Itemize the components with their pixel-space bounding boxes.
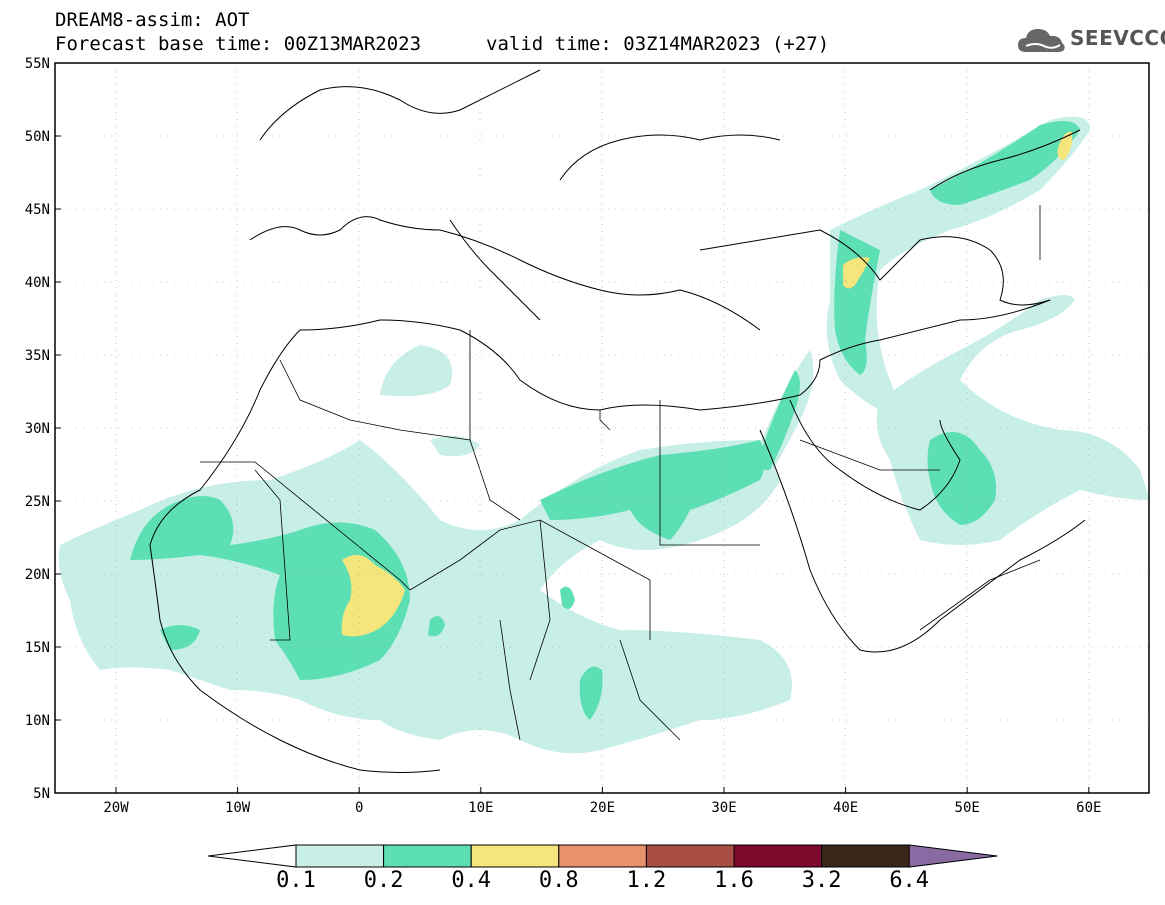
lat-label: 40N [25,275,50,291]
colorbar-label: 0.4 [451,868,492,893]
colorbar-label: 3.2 [801,868,842,893]
lat-label: 15N [25,640,50,656]
dust-layer-high [341,131,1073,637]
colorbar-label: 6.4 [889,868,930,893]
lat-label: 50N [25,129,50,145]
colorbar-under-arrow [207,844,297,868]
lon-label: 60E [1076,800,1101,816]
seevccc-logo: SEEVCCC [1016,22,1165,58]
lon-label: 10W [225,800,251,816]
colorbar-swatch [645,844,735,868]
colorbar-over-arrow [908,844,998,868]
colorbar-swatch [733,844,823,868]
lon-label: 50E [955,800,980,816]
lon-label: 20W [103,800,129,816]
graticule [55,63,1149,793]
colorbar-label: 0.2 [363,868,404,893]
chart-title: DREAM8-assim: AOT [55,9,250,31]
lon-label: 30E [711,800,736,816]
colorbar-swatch [295,844,385,868]
colorbar-label: 0.8 [538,868,579,893]
lon-label: 10E [468,800,493,816]
colorbar-swatch [470,844,560,868]
cloud-icon [1018,29,1065,52]
forecast-base-time: Forecast base time: 00Z13MAR2023 [55,33,422,55]
colorbar-swatch [558,844,647,868]
lon-label: 20E [590,800,615,816]
lat-label: 5N [33,786,50,802]
colorbar-swatch [383,844,472,868]
lon-label: 40E [833,800,858,816]
lat-label: 45N [25,202,50,218]
colorbar-label: 1.2 [626,868,667,893]
lat-label: 20N [25,567,50,583]
country-borders [200,205,1041,741]
lat-label: 10N [25,713,50,729]
valid-time: valid time: 03Z14MAR2023 (+27) [486,33,830,55]
colorbar-label: 0.1 [276,868,316,893]
lat-label: 55N [25,56,50,72]
lat-label: 30N [25,421,50,437]
colorbar-swatch [821,844,910,868]
map-panel: 55N 50N 45N 40N 35N 30N 25N 20N 15N 10N 5N 20W 10W 0… [25,56,1150,816]
lon-label: 0 [355,800,363,816]
colorbar-label: 1.6 [714,868,754,893]
lat-label: 25N [25,494,50,510]
dust-layer-medium [130,121,1080,720]
coastlines [149,69,1086,773]
lat-label: 35N [25,348,50,364]
logo-text: SEEVCCC [1070,26,1165,50]
